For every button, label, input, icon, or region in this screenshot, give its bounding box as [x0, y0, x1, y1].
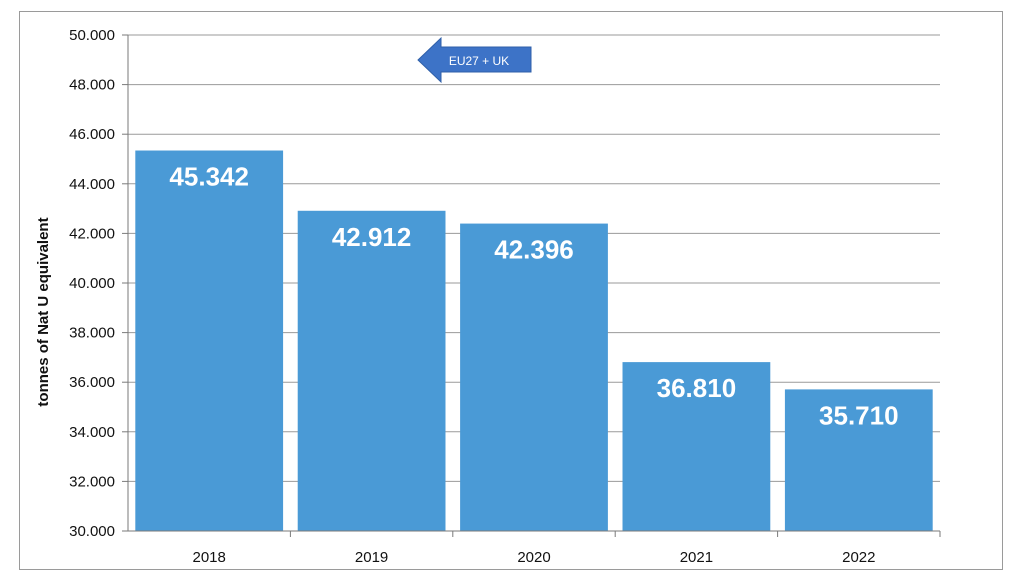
y-tick-label: 42.000	[69, 225, 115, 242]
left-arrow-icon	[417, 36, 532, 84]
bar-value-label: 42.912	[332, 222, 412, 252]
bars	[135, 150, 933, 531]
y-tick-label: 40.000	[69, 275, 115, 292]
eu27-uk-arrow-annotation: EU27 + UK	[417, 36, 532, 84]
y-tick-label: 38.000	[69, 325, 115, 342]
bar	[297, 210, 446, 531]
bar	[622, 362, 771, 531]
bar	[460, 223, 608, 531]
x-tick-label: 2020	[517, 549, 550, 566]
axes	[122, 35, 940, 532]
x-tick-label: 2018	[193, 549, 226, 566]
bar	[135, 150, 284, 531]
y-tick-labels: 30.000 32.000 34.000 36.000 38.000 40.000 42.0…	[69, 27, 115, 540]
y-tick-label: 34.000	[69, 424, 115, 441]
bar	[784, 389, 933, 531]
y-tick-label: 32.000	[69, 473, 115, 490]
y-tick-label: 44.000	[69, 176, 115, 193]
bar-value-label: 36.810	[657, 373, 737, 403]
annotation-label: EU27 + UK	[449, 54, 509, 68]
x-tick-labels: 2018 2019 2020 2021 2022	[193, 549, 876, 566]
x-tick-label: 2022	[842, 549, 875, 566]
bar-value-label: 42.396	[494, 235, 574, 265]
y-tick-label: 48.000	[69, 77, 115, 94]
bar-value-label: 35.710	[819, 400, 899, 430]
y-tick-label: 46.000	[69, 126, 115, 143]
y-tick-label: 50.000	[69, 27, 115, 44]
y-tick-label: 36.000	[69, 374, 115, 391]
x-tick-label: 2019	[355, 549, 388, 566]
data-labels: 45.342 42.912 42.396 36.810 35.710	[169, 162, 898, 431]
y-tick-label: 30.000	[69, 523, 115, 540]
x-tick-label: 2021	[680, 549, 713, 566]
y-axis-title: tonnes of Nat U equivalent	[35, 217, 52, 406]
bar-value-label: 45.342	[169, 162, 249, 192]
